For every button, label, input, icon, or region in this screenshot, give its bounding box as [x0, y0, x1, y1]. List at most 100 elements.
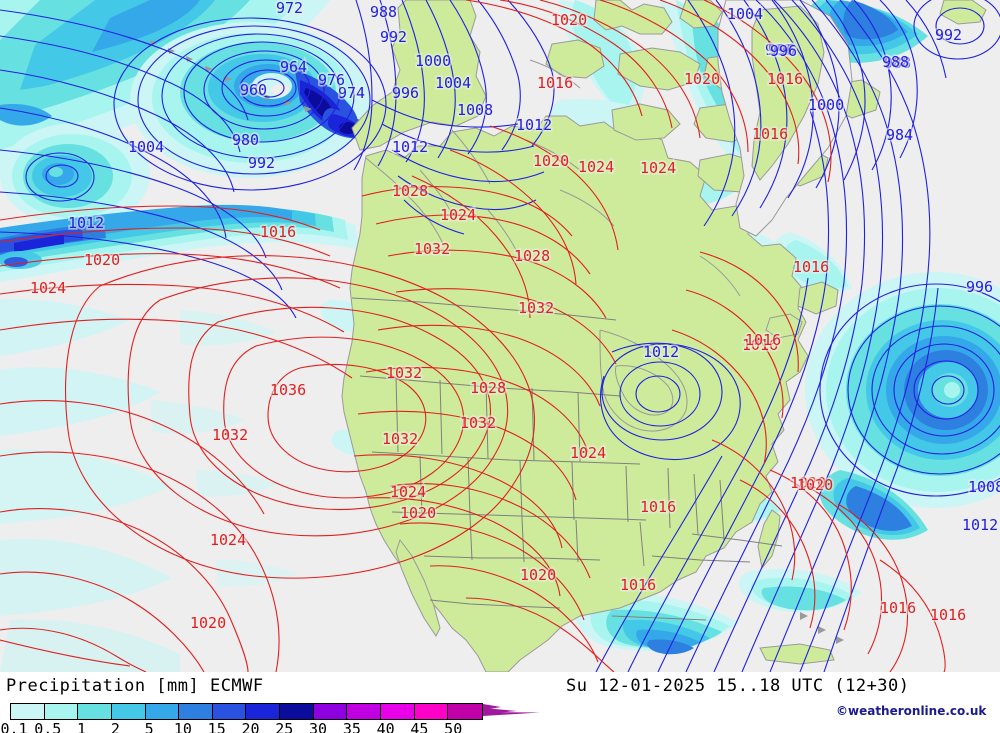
isobar-label: 976	[318, 71, 345, 89]
isobar-label: 996	[392, 84, 419, 102]
isobar-label: 1032	[460, 414, 496, 432]
isobar-label: 1024	[578, 158, 614, 176]
isobar-label-halo: 992	[248, 154, 275, 172]
isobars-high	[0, 0, 946, 672]
isobar-label-halo: 1028	[470, 379, 506, 397]
isobar-label-halo: 1020	[684, 70, 720, 88]
isobar-label-halo: 996	[765, 41, 792, 59]
colorbar-tick: 15	[207, 720, 226, 733]
copyright-notice: ©weatheronline.co.uk	[836, 704, 987, 718]
isobar-label: 1020	[84, 251, 120, 269]
colorbar-swatch	[381, 704, 415, 719]
isobar-label-halo: 1016	[930, 606, 966, 624]
isobar-label-halo: 996	[770, 42, 797, 60]
isobar-label: 1036	[270, 381, 306, 399]
colorbar-overflow-arrow	[483, 704, 540, 716]
colorbar-tick-labels: 0.1 0.5 1 2 5 10 15 20 25 30 35 40 45 50	[0, 720, 540, 733]
isobar-label-halo: 972	[276, 0, 303, 17]
isobar-label-halo: 1020	[190, 614, 226, 632]
isobar-label-halo: 1028	[392, 182, 428, 200]
isobar-label: 980	[232, 131, 259, 149]
isobar-label-halo: 1012	[962, 516, 998, 534]
isobar-label-halo: 988	[882, 53, 909, 71]
isobar-label-halo: 1024	[578, 158, 614, 176]
isobar-label: 1032	[414, 240, 450, 258]
colorbar-tick: 30	[309, 720, 328, 733]
colorbar-tick: 35	[342, 720, 361, 733]
isobar-label-halo: 1000	[808, 96, 844, 114]
colorbar-swatch	[347, 704, 382, 719]
isobar-label: 1024	[30, 279, 66, 297]
isobar-label-halo: 1028	[514, 247, 550, 265]
colorbar-swatch	[212, 704, 247, 719]
isobar-label: 992	[248, 154, 275, 172]
isobar-label-halo: 1016	[742, 336, 778, 354]
colorbar-swatch	[280, 704, 314, 719]
isobar-label: 992	[380, 28, 407, 46]
isobar-label-halo: 1024	[570, 444, 606, 462]
isobar-label: 984	[886, 126, 913, 144]
isobar-label-halo: 1016	[620, 576, 656, 594]
isobar-label: 1016	[880, 599, 916, 617]
isobar-label: 1016	[640, 498, 676, 516]
isobar-label-halo: 1004	[727, 5, 763, 23]
isobar-label: 1028	[514, 247, 550, 265]
colorbar-swatches[interactable]	[10, 703, 483, 720]
isobar-label: 1008	[968, 478, 1000, 496]
isobar-label: 1024	[440, 206, 476, 224]
isobar-label-halo: 988	[370, 3, 397, 21]
isobar-label: 1016	[537, 74, 573, 92]
isobar-label: 974	[338, 84, 365, 102]
isobar-label: 1008	[457, 101, 493, 119]
isobar-label: 988	[882, 53, 909, 71]
isobar-label-halo: 980	[232, 131, 259, 149]
isobar-label: 1020	[790, 474, 826, 492]
isobar-label-halo: 1024	[210, 531, 246, 549]
isobar-label-halo: 1032	[382, 430, 418, 448]
isobar-label: 1016	[742, 336, 778, 354]
isobar-label-halo: 964	[280, 58, 307, 76]
isobar-label: 992	[935, 26, 962, 44]
isobar-label-halo: 1020	[790, 474, 826, 492]
isobar-label: 1016	[767, 70, 803, 88]
precipitation-map[interactable]: 972 972 988 988 1004 1004 992 992 992 992 964 964 10…	[0, 0, 1000, 672]
isobar-label: 1016	[793, 258, 829, 276]
isobar-label: 1012	[392, 138, 428, 156]
isobar-label: 1016	[930, 606, 966, 624]
isobar-label: 1020	[520, 566, 556, 584]
isobar-label-halo: 1020	[797, 476, 833, 494]
isobar-label-halo: 1016	[640, 498, 676, 516]
isobar-label-halo: 1032	[518, 299, 554, 317]
colorbar-tick: 1	[77, 720, 87, 733]
colorbar-swatch	[179, 704, 213, 719]
isobar-label: 1000	[415, 52, 451, 70]
isobar-label: 1032	[382, 430, 418, 448]
isobar-label: 1004	[727, 5, 763, 23]
isobar-label: 1016	[620, 576, 656, 594]
isobar-label: 996	[770, 42, 797, 60]
precipitation-colorbar[interactable]: 0.1 0.5 1 2 5 10 15 20 25 30 35 40 45 50	[0, 703, 540, 733]
isobar-label: 996	[768, 41, 795, 59]
colorbar-tick: 0.1	[0, 720, 28, 733]
isobar-label-halo: 1016	[793, 258, 829, 276]
model-run-title: Su 12-01-2025 15..18 UTC (12+30)	[566, 676, 910, 696]
colorbar-tick: 0.5	[34, 720, 62, 733]
isobar-label: 1020	[684, 70, 720, 88]
colorbar-tick: 5	[144, 720, 154, 733]
isobar-label: 1024	[210, 531, 246, 549]
colorbar-swatch	[246, 704, 281, 719]
isobar-label-halo: 1020	[84, 251, 120, 269]
isobar-label: 988	[370, 3, 397, 21]
isobar-label: 1020	[190, 614, 226, 632]
isobar-label: 1020	[797, 476, 833, 494]
isobar-label-halo: 1020	[551, 11, 587, 29]
isobar-label: 1028	[470, 379, 506, 397]
isobar-label-halo: 1032	[386, 364, 422, 382]
isobar-label: 1000	[808, 96, 844, 114]
isobar-label: 1028	[392, 182, 428, 200]
isobar-label: 1032	[518, 299, 554, 317]
isobar-label-halo: 1020	[520, 566, 556, 584]
